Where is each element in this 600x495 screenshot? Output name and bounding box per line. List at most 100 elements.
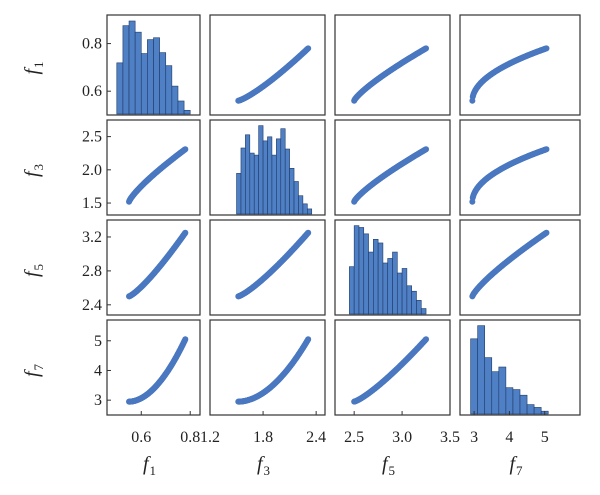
hist-bar [491, 371, 500, 415]
hist-bar [289, 168, 295, 215]
y-tick-label: 2.4 [82, 297, 102, 314]
hist-bar [373, 239, 379, 315]
hist-bar [116, 62, 124, 115]
hist-bar [368, 251, 374, 315]
panel-frame [209, 119, 326, 216]
scatter-point [423, 336, 430, 343]
x-tick-label: 4 [505, 429, 513, 446]
hist-bar [276, 138, 282, 215]
y-axis-label: f1 [21, 61, 46, 74]
hist-bar [249, 152, 255, 215]
hist-bar [159, 52, 167, 115]
hist-bar [302, 203, 308, 215]
x-axis-label: f7 [509, 453, 523, 478]
hist-bar [484, 357, 493, 415]
scatter-point [543, 45, 550, 52]
x-axis-label-subscript: 7 [516, 463, 523, 478]
hist-bar [377, 242, 384, 315]
y-tick-label: 0.6 [82, 83, 102, 100]
hist-bar [267, 136, 273, 215]
hist-bar [401, 268, 408, 315]
panel-frame [334, 119, 451, 216]
hist-bar [183, 109, 191, 115]
y-axis-label-subscript: 3 [31, 164, 46, 171]
y-axis-label: f3 [21, 164, 46, 177]
hist-bar [147, 39, 154, 115]
panel-r3-c3 [334, 219, 451, 316]
panel-r2-c2 [209, 119, 326, 216]
panel-r3-c4 [459, 219, 581, 316]
scatter-point [543, 146, 550, 153]
panel-frame [209, 219, 326, 316]
panel-r4-c4 [459, 319, 581, 416]
x-tick-label: 3.5 [440, 429, 460, 446]
hist-bar [236, 173, 242, 215]
panel-frame [459, 219, 581, 316]
hist-bar [262, 140, 268, 215]
panel-frame [334, 319, 451, 416]
hist-bar [271, 154, 277, 215]
scatter-points [469, 45, 550, 104]
scatter-points [235, 336, 312, 405]
hist-bar [416, 300, 422, 315]
hist-bar [240, 147, 246, 215]
panel-r1-c1 [106, 14, 201, 116]
hist-bar [307, 208, 313, 215]
scatter-points [126, 336, 189, 405]
x-tick-label: 1.2 [200, 429, 220, 446]
hist-bar [519, 394, 528, 415]
hist-bar [293, 181, 299, 215]
x-axis-label: f5 [382, 453, 395, 478]
y-tick-label: 3.2 [82, 229, 102, 246]
hist-bar [134, 31, 142, 115]
y-axis-label-subscript: 5 [31, 264, 46, 271]
hist-bar [284, 148, 290, 215]
scatter-point [182, 229, 189, 236]
panel-r3-c2 [209, 219, 326, 316]
scatter-point [305, 336, 312, 343]
hist-bar [280, 128, 286, 215]
hist-bar [533, 407, 542, 415]
y-axis-label: f7 [21, 363, 46, 377]
panel-frame [334, 219, 451, 316]
hist-bar [128, 20, 136, 115]
scatter-point [423, 146, 430, 153]
panel-r2-c4 [459, 119, 581, 216]
hist-bar [140, 53, 148, 115]
scatter-point [182, 146, 189, 153]
hist-bar [253, 154, 259, 215]
scatter-point [305, 45, 312, 52]
hist-bar [526, 404, 535, 415]
scatter-points [469, 146, 550, 205]
x-tick-label: 2.4 [306, 429, 326, 446]
scatter-points [351, 146, 430, 205]
y-axis-label-subscript: 7 [31, 363, 46, 370]
hist-bar [353, 225, 360, 315]
panel-frame [106, 14, 201, 116]
panel-frame [209, 14, 326, 116]
hist-bar [477, 325, 486, 415]
hist-bar [392, 251, 398, 315]
panel-frame [209, 319, 326, 416]
panel-frame [334, 14, 451, 116]
hist-bar [512, 389, 521, 415]
x-tick-label: 2.5 [344, 429, 364, 446]
y-axis-label: f5 [21, 264, 46, 277]
x-axis-label: f3 [257, 453, 270, 478]
x-tick-label: 1.8 [253, 429, 273, 446]
y-tick-label: 2.5 [82, 129, 102, 146]
panel-r4-c3 [334, 319, 451, 416]
hist-bar [363, 233, 369, 315]
hist-bar [411, 290, 417, 315]
hist-bar [406, 285, 412, 315]
hist-bar [349, 266, 355, 315]
hist-bar [245, 134, 251, 215]
scatter-points [235, 229, 312, 300]
scatter-points [351, 336, 430, 405]
x-tick-label: 0.6 [131, 429, 151, 446]
panel-r1-c2 [209, 14, 326, 116]
scatter-point [182, 336, 189, 343]
panel-r4-c2 [209, 319, 326, 416]
panel-frame [459, 14, 581, 116]
